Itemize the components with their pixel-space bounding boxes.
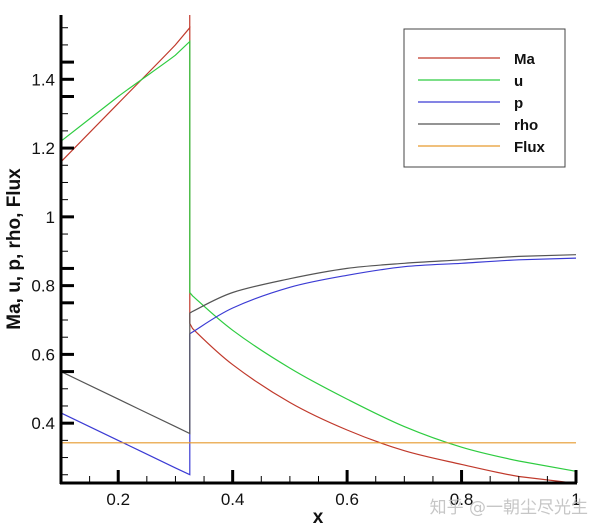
y-axis-title: Ma, u, p, rho, Flux	[4, 168, 25, 330]
x-tick-label: 0.8	[450, 490, 474, 509]
y-tick-label: 1.4	[31, 70, 55, 89]
legend-box	[403, 28, 566, 168]
y-tick-label: 0.4	[31, 414, 55, 433]
legend-label-p: p	[514, 95, 523, 112]
legend-label-u: u	[514, 73, 523, 90]
series-u-line	[60, 40, 577, 472]
y-ticks: 0.4 0.6 0.8 1 1.2 1.4	[31, 27, 74, 476]
series-ma-line	[60, 26, 577, 484]
y-tick-label: 1	[46, 208, 55, 227]
y-tick-label: 0.8	[31, 277, 55, 296]
y-tick-label: 1.2	[31, 139, 55, 158]
legend-label-rho: rho	[514, 117, 538, 134]
x-tick-label: 0.6	[335, 490, 359, 509]
x-tick-label: 1	[571, 490, 580, 509]
watermark: 知乎 @一朝尘尽光生	[430, 498, 588, 518]
x-tick-label: 0.4	[221, 490, 245, 509]
legend-label-ma: Ma	[514, 51, 535, 68]
series-rho-line	[60, 254, 577, 435]
plot-curves	[60, 15, 577, 484]
x-axis-title: x	[313, 507, 324, 528]
x-tick-label: 0.2	[106, 490, 130, 509]
legend: Ma up rho Flux	[403, 28, 566, 168]
x-ticks: 0.2 0.4 0.6 0.8 1	[89, 470, 581, 509]
legend-label-flux: Flux	[514, 139, 545, 156]
y-tick-label: 0.6	[31, 345, 55, 364]
